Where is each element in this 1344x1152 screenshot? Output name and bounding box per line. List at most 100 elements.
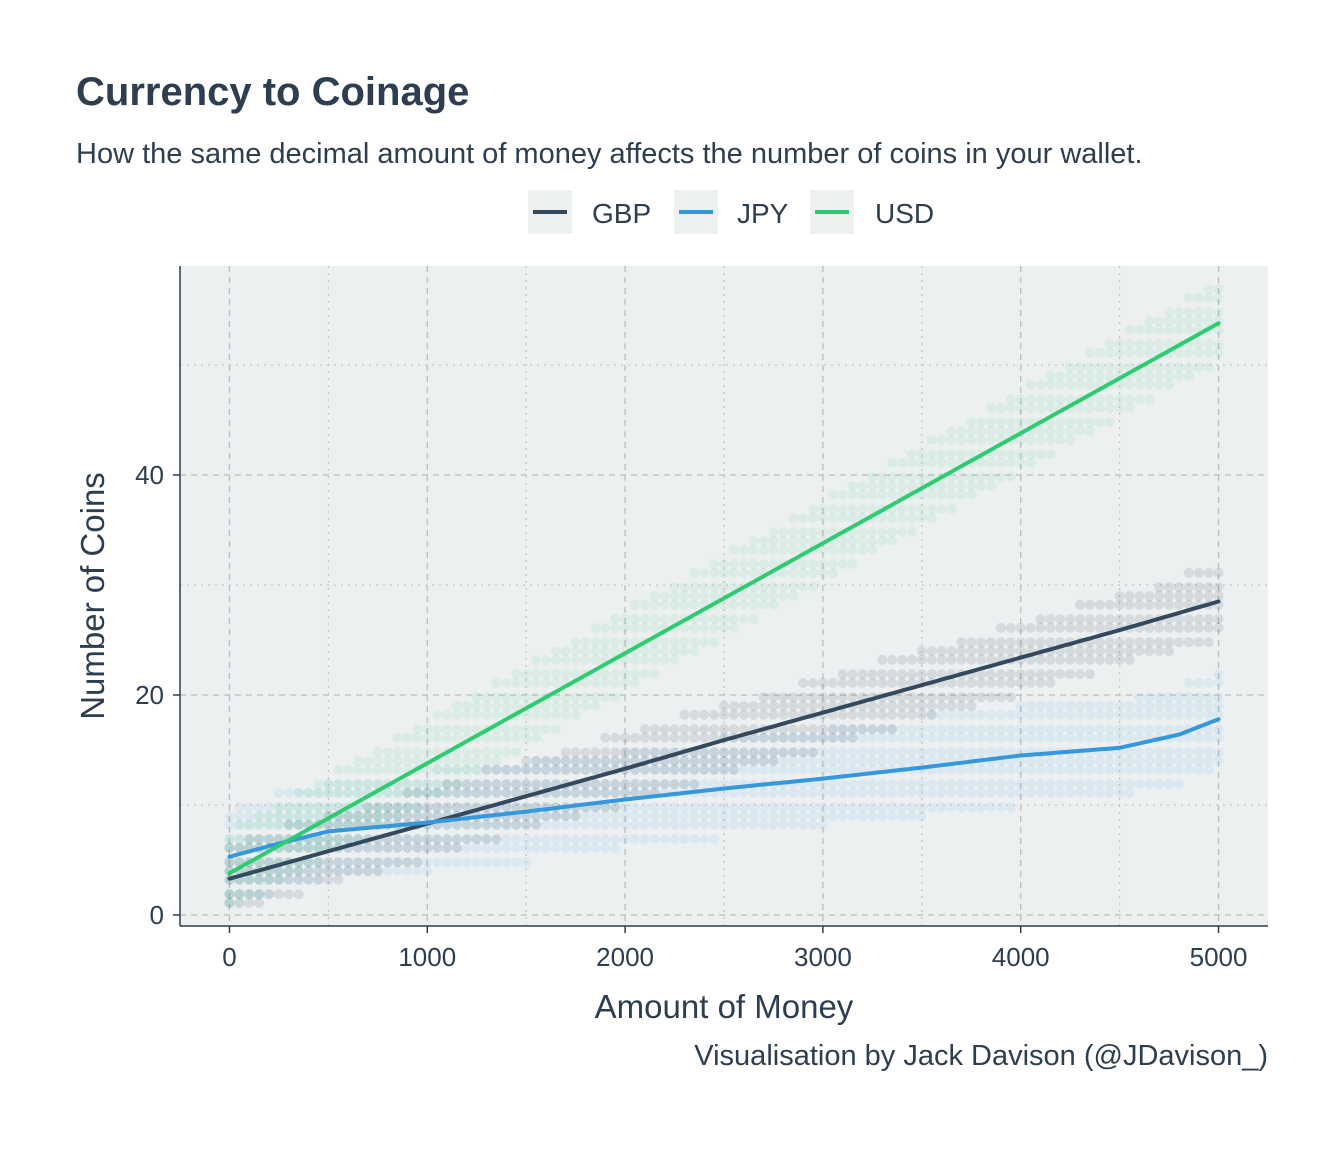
data-point xyxy=(1183,591,1194,601)
data-point xyxy=(798,559,809,570)
data-point xyxy=(679,756,690,766)
data-point xyxy=(699,764,710,775)
data-point xyxy=(1183,324,1194,335)
data-point xyxy=(1144,764,1155,775)
data-point xyxy=(788,536,799,546)
data-point xyxy=(471,764,482,775)
data-point xyxy=(1084,709,1095,720)
data-point xyxy=(1183,582,1194,593)
data-point xyxy=(343,811,354,821)
data-point xyxy=(639,599,650,610)
data-point xyxy=(610,802,621,813)
data-point xyxy=(382,811,393,821)
data-point xyxy=(808,787,819,798)
data-point xyxy=(817,802,828,813)
data-point xyxy=(1035,724,1046,735)
data-point xyxy=(600,802,611,813)
data-point xyxy=(1015,457,1026,468)
data-point xyxy=(540,701,551,711)
data-point xyxy=(283,889,294,900)
data-point xyxy=(1173,316,1184,326)
data-point xyxy=(946,764,957,775)
data-point xyxy=(709,559,720,570)
data-point xyxy=(343,819,354,830)
data-point xyxy=(689,802,700,813)
data-point xyxy=(897,732,908,743)
data-point xyxy=(1114,339,1125,350)
data-point xyxy=(1183,709,1194,720)
data-point xyxy=(719,802,729,813)
data-point xyxy=(906,756,917,766)
data-point xyxy=(976,747,987,758)
data-point xyxy=(837,512,848,523)
data-point xyxy=(748,567,759,578)
data-point xyxy=(976,426,987,436)
data-point xyxy=(442,724,453,735)
data-point xyxy=(313,787,324,798)
data-point xyxy=(362,756,373,766)
data-point xyxy=(412,842,423,853)
data-point xyxy=(382,787,393,798)
data-point xyxy=(422,787,433,798)
data-point xyxy=(986,669,997,680)
data-point xyxy=(1005,779,1016,790)
data-point xyxy=(689,779,700,790)
data-point xyxy=(1005,677,1016,688)
data-point xyxy=(728,756,739,766)
data-point xyxy=(986,732,997,743)
data-point xyxy=(1084,599,1095,610)
data-point xyxy=(1104,701,1115,711)
data-point xyxy=(738,567,749,578)
data-point xyxy=(353,764,364,775)
data-point xyxy=(590,779,601,790)
data-point xyxy=(827,747,838,758)
data-point xyxy=(966,489,977,500)
data-point xyxy=(303,874,314,885)
data-point xyxy=(560,764,571,775)
data-point xyxy=(758,732,769,743)
data-point xyxy=(827,544,838,555)
data-point xyxy=(778,536,789,546)
data-point xyxy=(1084,379,1095,390)
data-point xyxy=(748,701,759,711)
data-point xyxy=(501,834,512,845)
data-point xyxy=(1094,637,1105,648)
data-point xyxy=(906,449,917,460)
data-point xyxy=(936,457,947,468)
data-point xyxy=(362,802,373,813)
data-point xyxy=(629,747,640,758)
data-point xyxy=(1154,646,1165,656)
data-point xyxy=(590,756,601,766)
data-point xyxy=(1164,747,1175,758)
data-point xyxy=(620,732,631,743)
data-point xyxy=(442,764,453,775)
data-point xyxy=(1055,764,1066,775)
data-point xyxy=(649,614,660,625)
data-point xyxy=(956,677,967,688)
data-point xyxy=(1154,779,1165,790)
data-point xyxy=(511,764,522,775)
data-point xyxy=(1203,692,1214,703)
data-point xyxy=(798,692,809,703)
data-point xyxy=(995,802,1006,813)
data-point xyxy=(343,866,354,876)
data-point xyxy=(847,724,858,735)
data-point xyxy=(679,764,690,775)
data-point xyxy=(709,622,720,633)
data-point xyxy=(1035,379,1046,390)
data-point xyxy=(1045,449,1056,460)
data-point xyxy=(788,756,799,766)
data-point xyxy=(461,819,472,830)
data-point xyxy=(936,732,947,743)
data-point xyxy=(966,779,977,790)
trend-line-usd xyxy=(227,321,1221,876)
data-point xyxy=(343,857,354,868)
data-point xyxy=(699,614,710,625)
data-point xyxy=(521,709,532,720)
data-point xyxy=(966,637,977,648)
data-point xyxy=(273,874,284,885)
data-point xyxy=(610,787,621,798)
data-point xyxy=(768,732,779,743)
data-point xyxy=(827,489,838,500)
data-point xyxy=(976,732,987,743)
